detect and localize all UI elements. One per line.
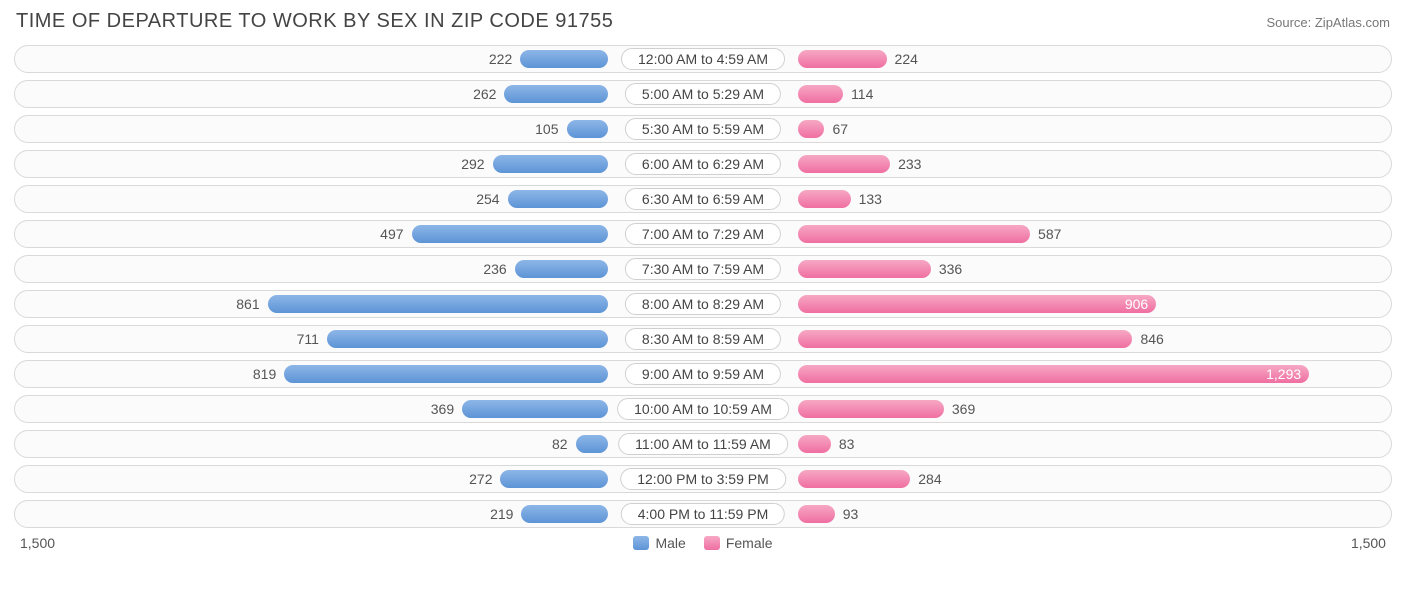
female-value: 846 bbox=[1140, 331, 1163, 347]
male-value: 105 bbox=[535, 121, 558, 137]
male-bar bbox=[462, 400, 608, 418]
legend-female-label: Female bbox=[726, 535, 773, 551]
male-value: 711 bbox=[297, 331, 319, 347]
female-bar bbox=[798, 505, 835, 523]
male-value: 219 bbox=[490, 506, 513, 522]
male-bar bbox=[520, 50, 608, 68]
chart-row: 272 284 12:00 PM to 3:59 PM bbox=[14, 465, 1392, 493]
female-value: 114 bbox=[851, 86, 873, 102]
chart-title: TIME OF DEPARTURE TO WORK BY SEX IN ZIP … bbox=[16, 10, 613, 33]
axis-max-right: 1,500 bbox=[1351, 535, 1386, 551]
chart-row: 497 587 7:00 AM to 7:29 AM bbox=[14, 220, 1392, 248]
category-label: 7:30 AM to 7:59 AM bbox=[625, 258, 781, 280]
female-bar bbox=[798, 400, 944, 418]
male-value: 236 bbox=[483, 261, 506, 277]
female-value: 587 bbox=[1038, 226, 1061, 242]
male-bar bbox=[508, 190, 608, 208]
chart-source: Source: ZipAtlas.com bbox=[1266, 15, 1390, 30]
female-swatch-icon bbox=[704, 536, 720, 550]
axis-max-left: 1,500 bbox=[20, 535, 55, 551]
female-value: 906 bbox=[1125, 296, 1148, 312]
legend-male: Male bbox=[633, 535, 685, 551]
male-value: 222 bbox=[489, 51, 512, 67]
chart-row: 292 233 6:00 AM to 6:29 AM bbox=[14, 150, 1392, 178]
category-label: 11:00 AM to 11:59 AM bbox=[618, 433, 788, 455]
male-value: 272 bbox=[469, 471, 492, 487]
diverging-bar-chart: 222 224 12:00 AM to 4:59 AM 262 114 5:00 AM t… bbox=[14, 45, 1392, 528]
male-bar bbox=[567, 120, 609, 138]
chart-row: 105 67 5:30 AM to 5:59 AM bbox=[14, 115, 1392, 143]
chart-row: 82 83 11:00 AM to 11:59 AM bbox=[14, 430, 1392, 458]
legend: Male Female bbox=[633, 535, 772, 551]
male-bar bbox=[284, 365, 608, 383]
male-bar bbox=[504, 85, 608, 103]
male-bar bbox=[576, 435, 608, 453]
chart-row: 819 1,293 9:00 AM to 9:59 AM bbox=[14, 360, 1392, 388]
category-label: 10:00 AM to 10:59 AM bbox=[617, 398, 789, 420]
female-bar bbox=[798, 155, 890, 173]
chart-row: 222 224 12:00 AM to 4:59 AM bbox=[14, 45, 1392, 73]
category-label: 5:00 AM to 5:29 AM bbox=[625, 83, 781, 105]
female-bar bbox=[798, 365, 1309, 383]
male-value: 262 bbox=[473, 86, 496, 102]
female-bar bbox=[798, 85, 843, 103]
male-bar bbox=[268, 295, 608, 313]
chart-row: 369 369 10:00 AM to 10:59 AM bbox=[14, 395, 1392, 423]
female-value: 1,293 bbox=[1266, 366, 1301, 382]
female-bar bbox=[798, 330, 1132, 348]
chart-row: 262 114 5:00 AM to 5:29 AM bbox=[14, 80, 1392, 108]
chart-header: TIME OF DEPARTURE TO WORK BY SEX IN ZIP … bbox=[14, 10, 1392, 33]
male-value: 819 bbox=[253, 366, 276, 382]
female-value: 67 bbox=[832, 121, 848, 137]
category-label: 9:00 AM to 9:59 AM bbox=[625, 363, 781, 385]
male-swatch-icon bbox=[633, 536, 649, 550]
female-value: 336 bbox=[939, 261, 962, 277]
category-label: 12:00 AM to 4:59 AM bbox=[621, 48, 785, 70]
category-label: 8:30 AM to 8:59 AM bbox=[625, 328, 781, 350]
male-value: 82 bbox=[552, 436, 568, 452]
male-bar bbox=[500, 470, 608, 488]
male-bar bbox=[493, 155, 608, 173]
chart-row: 254 133 6:30 AM to 6:59 AM bbox=[14, 185, 1392, 213]
category-label: 6:00 AM to 6:29 AM bbox=[625, 153, 781, 175]
female-value: 224 bbox=[895, 51, 918, 67]
legend-male-label: Male bbox=[655, 535, 685, 551]
female-value: 83 bbox=[839, 436, 855, 452]
female-bar bbox=[798, 470, 910, 488]
female-value: 233 bbox=[898, 156, 921, 172]
female-value: 93 bbox=[843, 506, 859, 522]
category-label: 12:00 PM to 3:59 PM bbox=[620, 468, 786, 490]
male-bar bbox=[412, 225, 608, 243]
chart-row: 861 906 8:00 AM to 8:29 AM bbox=[14, 290, 1392, 318]
female-value: 369 bbox=[952, 401, 975, 417]
female-value: 133 bbox=[859, 191, 882, 207]
female-bar bbox=[798, 50, 887, 68]
male-bar bbox=[521, 505, 608, 523]
female-bar bbox=[798, 120, 824, 138]
male-bar bbox=[327, 330, 608, 348]
female-value: 284 bbox=[918, 471, 941, 487]
category-label: 6:30 AM to 6:59 AM bbox=[625, 188, 781, 210]
female-bar bbox=[798, 435, 831, 453]
category-label: 5:30 AM to 5:59 AM bbox=[625, 118, 781, 140]
chart-row: 219 93 4:00 PM to 11:59 PM bbox=[14, 500, 1392, 528]
chart-footer: 1,500 Male Female 1,500 bbox=[14, 535, 1392, 551]
chart-row: 236 336 7:30 AM to 7:59 AM bbox=[14, 255, 1392, 283]
male-value: 254 bbox=[476, 191, 499, 207]
male-value: 497 bbox=[380, 226, 403, 242]
female-bar bbox=[798, 190, 851, 208]
female-bar bbox=[798, 295, 1156, 313]
chart-row: 711 846 8:30 AM to 8:59 AM bbox=[14, 325, 1392, 353]
female-bar bbox=[798, 260, 931, 278]
category-label: 7:00 AM to 7:29 AM bbox=[625, 223, 781, 245]
legend-female: Female bbox=[704, 535, 773, 551]
male-value: 292 bbox=[461, 156, 484, 172]
male-value: 369 bbox=[431, 401, 454, 417]
female-bar bbox=[798, 225, 1030, 243]
male-bar bbox=[515, 260, 608, 278]
category-label: 4:00 PM to 11:59 PM bbox=[621, 503, 785, 525]
category-label: 8:00 AM to 8:29 AM bbox=[625, 293, 781, 315]
male-value: 861 bbox=[236, 296, 259, 312]
